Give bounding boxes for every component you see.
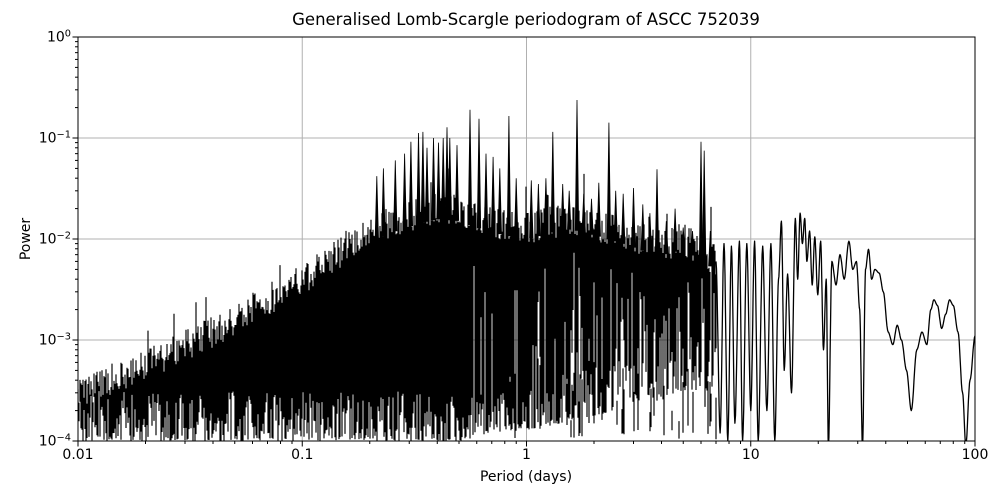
- y-tick-label: 100: [47, 29, 71, 46]
- y-tick-label: 10−4: [39, 433, 71, 450]
- y-axis-label: Power: [18, 218, 34, 261]
- chart-title: Generalised Lomb-Scargle periodogram of …: [292, 10, 760, 29]
- periodogram-peak: [631, 187, 636, 248]
- periodogram-peak: [483, 153, 489, 231]
- periodogram-peak: [702, 150, 707, 264]
- periodogram-peak: [444, 127, 450, 220]
- periodogram-peak: [514, 178, 519, 238]
- x-tick-label: 1: [522, 447, 531, 463]
- data-layer: [78, 99, 975, 441]
- periodogram-peak: [490, 156, 496, 233]
- periodogram-peak: [381, 168, 386, 237]
- periodogram-peak: [698, 141, 704, 262]
- periodogram-peak: [476, 118, 482, 229]
- periodogram-peak: [647, 213, 653, 253]
- periodogram-peak: [408, 141, 414, 227]
- periodogram-peak: [431, 137, 436, 220]
- periodogram-peak: [672, 208, 678, 252]
- periodogram-peak: [606, 122, 612, 240]
- periodogram-peak: [467, 109, 473, 225]
- periodogram-peak: [436, 142, 441, 220]
- periodogram-peak: [497, 168, 502, 235]
- periodogram-peak: [374, 176, 379, 241]
- periodogram-peak: [654, 169, 660, 255]
- periodogram-peak: [550, 131, 555, 233]
- tick-label-layer: 0.01 0.1 1 10 100 100 10−1 10−2 10−3 10−4: [39, 29, 989, 464]
- periodogram-peak: [543, 178, 549, 235]
- periodogram-peak: [596, 182, 601, 237]
- periodogram-peak: [589, 198, 594, 235]
- periodogram-peak: [708, 230, 713, 267]
- periodogram-tail-line: [715, 212, 975, 441]
- periodogram-peak: [560, 183, 565, 231]
- periodogram-peak: [454, 145, 460, 221]
- periodogram-peak: [447, 137, 452, 221]
- periodogram-peak: [640, 204, 645, 251]
- periodogram-peak: [393, 160, 398, 232]
- periodogram-peak: [613, 190, 618, 242]
- periodogram-peak: [681, 227, 686, 250]
- y-tick-label: 10−2: [39, 231, 71, 248]
- x-tick-label: 10: [742, 447, 760, 463]
- periodogram-peak: [621, 193, 626, 244]
- periodogram-peak: [506, 115, 512, 237]
- periodogram-peak: [402, 153, 407, 229]
- x-tick-label: 0.01: [62, 447, 93, 463]
- periodogram-dense-mass: [78, 168, 717, 441]
- periodogram-peak: [536, 183, 541, 237]
- periodogram-peak: [416, 132, 421, 224]
- periodogram-peak: [529, 180, 534, 238]
- periodogram-peak: [574, 99, 580, 231]
- axis-layer: [72, 36, 976, 447]
- x-tick-label: 100: [962, 447, 989, 463]
- periodogram-peak: [441, 137, 446, 220]
- periodogram-peak: [664, 221, 669, 255]
- x-tick-label: 0.1: [291, 447, 313, 463]
- y-tick-label: 10−3: [39, 332, 71, 349]
- periodogram-peak: [690, 230, 695, 256]
- periodogram-peak: [424, 147, 430, 222]
- periodogram-peak: [567, 190, 572, 230]
- periodogram-peak: [420, 131, 426, 223]
- y-tick-label: 10−1: [39, 130, 71, 147]
- x-axis-label: Period (days): [480, 469, 572, 485]
- periodogram-peak: [581, 193, 586, 233]
